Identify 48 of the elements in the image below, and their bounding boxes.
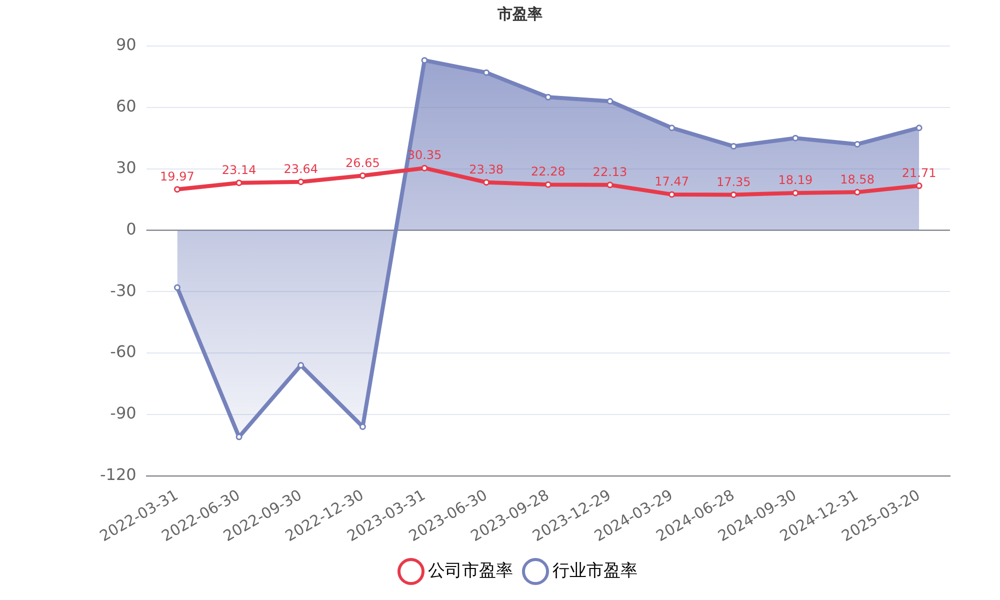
- y-tick-label: -30: [110, 280, 136, 300]
- data-label: 17.35: [716, 174, 751, 189]
- data-label: 23.38: [469, 162, 504, 176]
- point: [730, 143, 737, 150]
- y-tick-label: -60: [110, 342, 136, 362]
- point: [421, 164, 428, 172]
- data-label: 22.28: [530, 164, 566, 179]
- point: [854, 140, 861, 148]
- point: [916, 182, 922, 190]
- y-tick-label: 90: [116, 35, 136, 54]
- data-label: 21.71: [902, 166, 936, 180]
- point: [298, 178, 304, 186]
- y-tick-label: -90: [110, 404, 136, 423]
- point: [668, 124, 676, 132]
- point: [421, 57, 428, 64]
- point: [544, 181, 552, 188]
- point: [916, 124, 922, 132]
- point: [792, 134, 799, 142]
- data-label: 23.14: [222, 162, 256, 177]
- point: [668, 191, 676, 198]
- data-label: 23.64: [284, 162, 318, 176]
- point: [483, 179, 490, 186]
- legend-label: 公司市盈率: [428, 560, 513, 581]
- point: [606, 98, 614, 105]
- point: [483, 69, 490, 76]
- chart-title: 市盈率: [496, 4, 542, 23]
- data-label: 30.35: [407, 148, 442, 162]
- point: [544, 94, 552, 100]
- y-tick-label: 60: [116, 96, 136, 116]
- point: [854, 188, 861, 196]
- point: [298, 362, 304, 369]
- data-label: 26.65: [346, 156, 380, 170]
- legend-label: 行业市盈率: [552, 560, 638, 581]
- point: [236, 180, 242, 186]
- y-tick-label: 0: [126, 219, 136, 238]
- data-label: 18.19: [778, 173, 813, 188]
- point: [174, 284, 180, 291]
- point: [359, 172, 366, 179]
- data-label: 17.47: [654, 174, 689, 189]
- data-label: 22.13: [592, 165, 628, 180]
- point: [730, 191, 737, 198]
- data-label: 18.58: [840, 172, 874, 186]
- point: [792, 190, 799, 196]
- data-label: 19.97: [160, 169, 194, 184]
- y-tick-label: 30: [116, 158, 136, 177]
- point: [606, 182, 614, 188]
- y-tick-label: -120: [100, 464, 136, 484]
- point: [174, 186, 180, 193]
